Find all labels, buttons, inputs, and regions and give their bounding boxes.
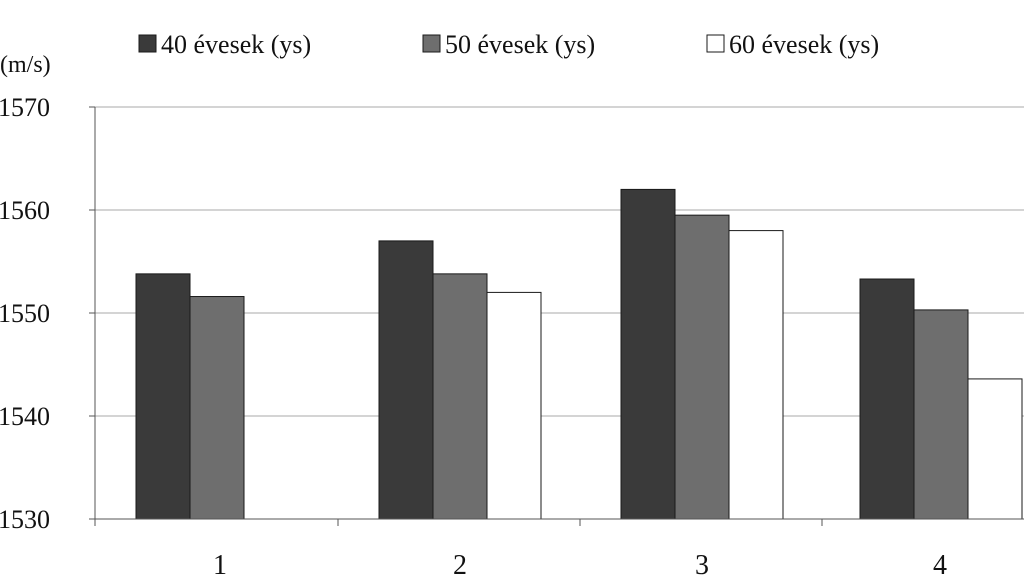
axes: 1530 1540 1550 1560 1570 1 2 3 4	[0, 93, 1024, 575]
bar-3-3	[728, 230, 784, 520]
legend-swatch	[706, 34, 725, 53]
legend-label: 60 évesek (ys)	[729, 30, 879, 59]
bar-2-2	[432, 273, 488, 520]
x-tick-label: 2	[453, 550, 467, 575]
y-tick-label: 1570	[0, 93, 50, 122]
y-tick-label: 1540	[0, 402, 50, 431]
legend-label: 40 évesek (ys)	[161, 30, 311, 59]
bar-2-1	[189, 296, 245, 520]
legend: 40 évesek (ys) 50 évesek (ys) 60 évesek (y…	[138, 30, 879, 59]
legend-swatch	[138, 34, 157, 53]
y-tick-label: 1560	[0, 196, 50, 225]
bar-1-4	[859, 278, 915, 520]
x-tick-label: 1	[213, 550, 227, 575]
legend-label: 50 évesek (ys)	[445, 30, 595, 59]
bar-3-2	[486, 291, 542, 520]
legend-swatch	[422, 34, 441, 53]
bar-2-3	[674, 214, 730, 520]
bars	[135, 188, 1023, 520]
x-tick-label: 3	[695, 550, 709, 575]
x-tick-label: 4	[933, 550, 947, 575]
y-tick-label: 1530	[0, 505, 50, 534]
bar-2-4	[913, 309, 969, 520]
y-tick-label: 1550	[0, 299, 50, 328]
y-axis-unit-label: (m/s)	[0, 52, 51, 78]
bar-1-2	[378, 240, 434, 520]
bar-1-3	[620, 188, 676, 520]
bar-3-4	[967, 378, 1023, 520]
bar-1-1	[135, 273, 191, 520]
